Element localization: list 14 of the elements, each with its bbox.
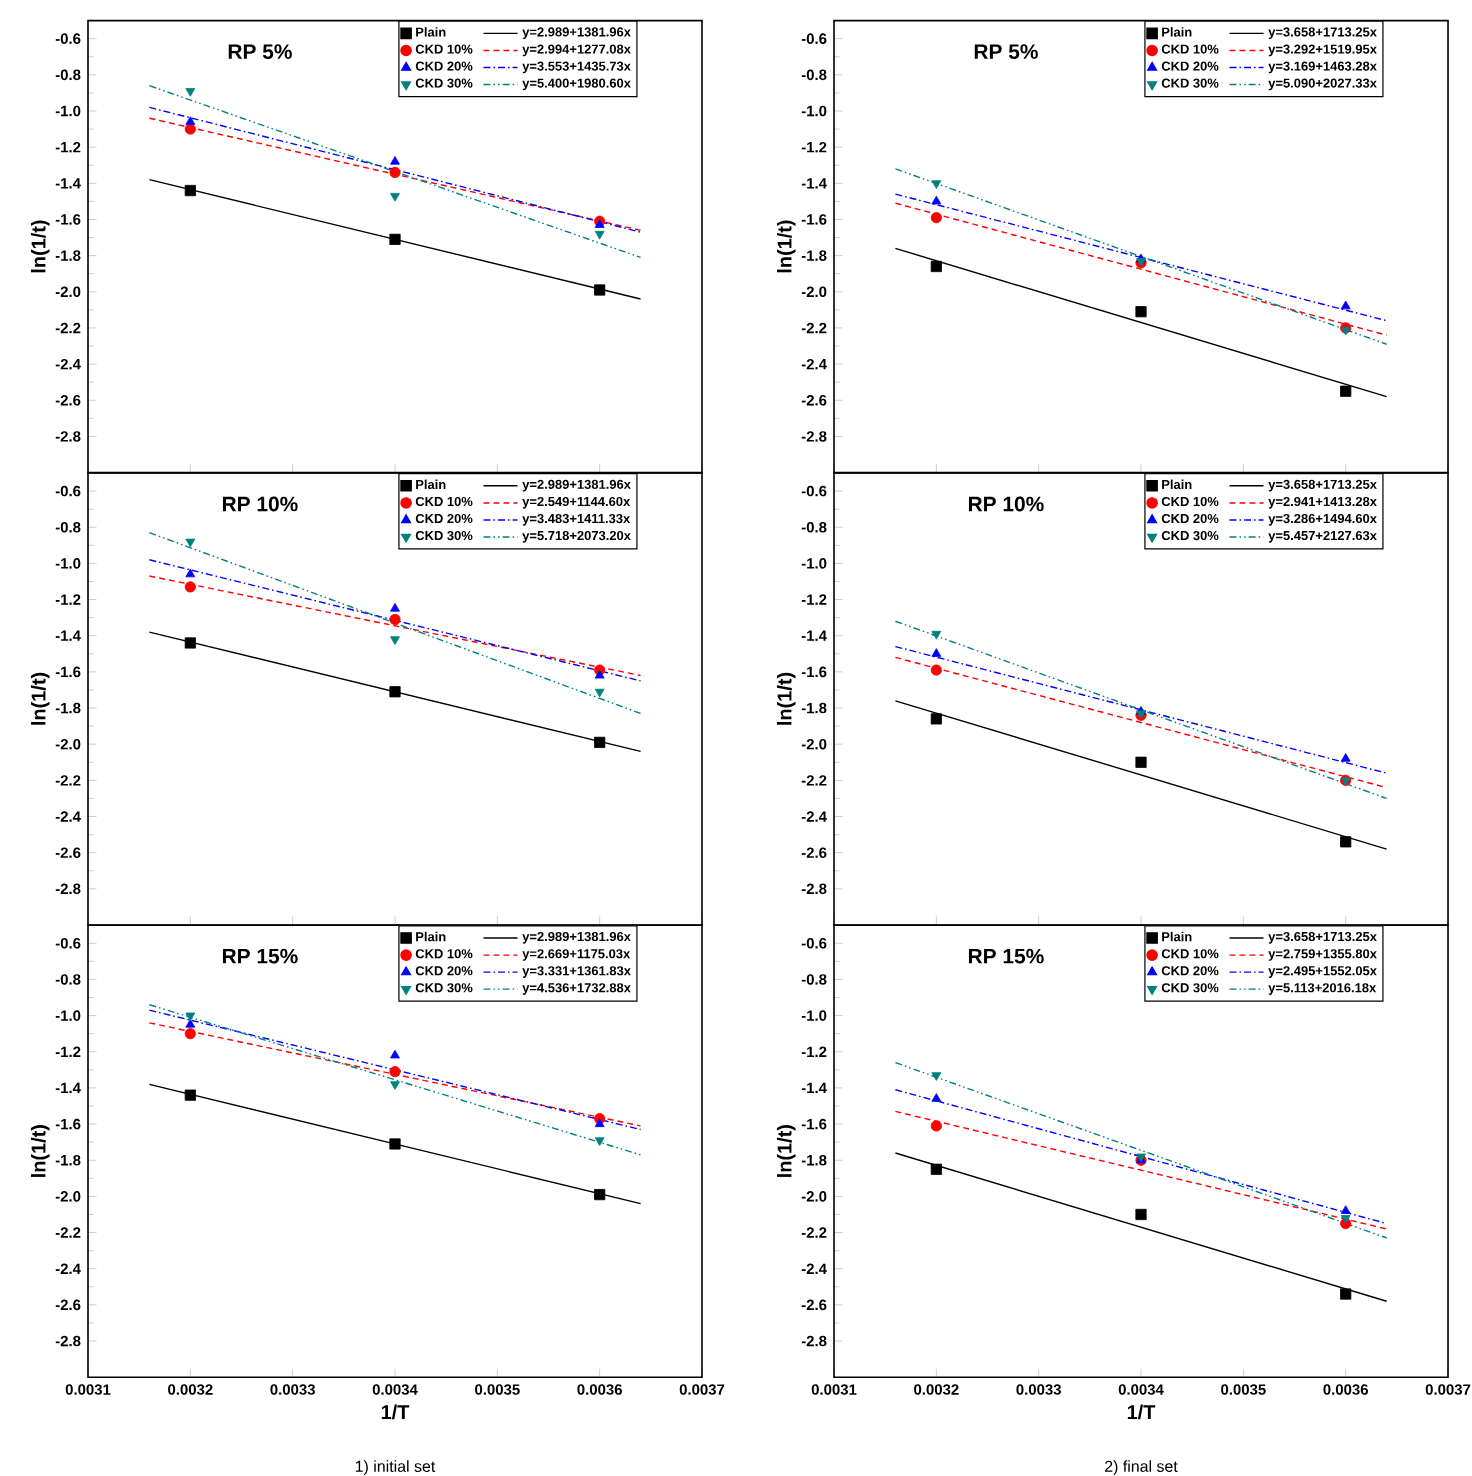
y-axis-title: ln(1/t)	[30, 1125, 50, 1177]
y-axis-title: ln(1/t)	[776, 672, 796, 725]
x-axis-title: 1/T	[1127, 1404, 1156, 1420]
y-axis-title: ln(1/t)	[776, 1125, 796, 1177]
text: RP 10%	[968, 496, 1044, 512]
text: RP 15%	[968, 948, 1044, 964]
x-axis-title: 1/T	[381, 1404, 410, 1420]
text: RP 15%	[222, 948, 298, 964]
y-axis-title: ln(1/t)	[30, 672, 50, 725]
text: RP 5%	[228, 44, 292, 59]
text: RP 5%	[974, 44, 1038, 59]
y-axis-title: ln(1/t)	[30, 220, 50, 273]
text: RP 10%	[222, 496, 298, 512]
y-axis-title: ln(1/t)	[776, 220, 796, 273]
